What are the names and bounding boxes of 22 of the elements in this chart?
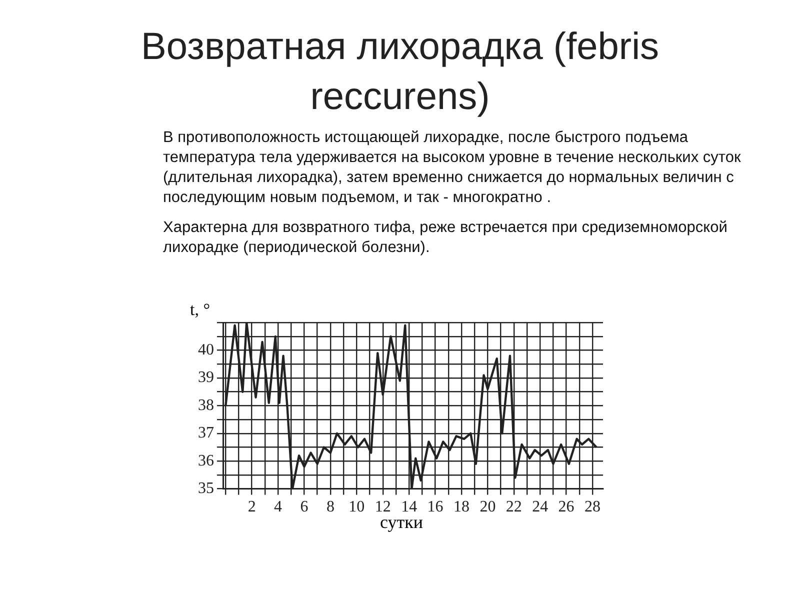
x-tick-label: 22 [506, 498, 522, 516]
y-tick-label: 35 [198, 480, 214, 498]
x-tick-label: 26 [558, 498, 574, 516]
x-tick-label: 4 [274, 498, 282, 516]
y-tick-label: 38 [198, 396, 214, 414]
y-tick-label: 39 [198, 369, 214, 386]
y-tick-label: 40 [198, 342, 214, 359]
x-tick-label: 18 [453, 498, 470, 516]
x-tick-label: 2 [248, 498, 256, 516]
x-tick-label: 10 [348, 498, 365, 516]
x-tick-label: 28 [584, 498, 601, 516]
text: В противоположность истощающей лихорадке, после быстрого подъема температура тела удерживается на высоком уровне в течение нескольких суток (длительная лихорадка), затем временно снижается до нормальных величин с последующим новым подъемом, и так - многократно . [163, 128, 742, 208]
text: Характерна для возвратного тифа, реже встречается при средиземноморской лихорадке (периодической болезни). [163, 218, 728, 258]
y-tick-label: 36 [198, 452, 214, 470]
x-tick-label: 24 [532, 498, 548, 516]
x-tick-label: 16 [427, 498, 444, 516]
chart-title: Возвратная лихорадка (febris reccurens) [140, 25, 660, 120]
y-axis-title: t, ° [190, 300, 210, 320]
x-tick-label: 20 [480, 498, 496, 516]
x-tick-label: 6 [300, 498, 308, 516]
x-tick-label: 8 [326, 498, 334, 516]
y-tick-label: 37 [198, 424, 214, 442]
